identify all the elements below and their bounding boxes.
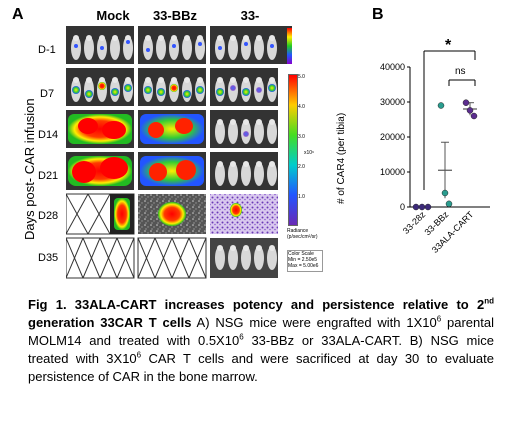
caption-sup-3: 6 [136,350,142,360]
data-point [470,112,478,120]
data-point [418,203,426,211]
column-title-33-bbz: 33-BBz [152,8,198,23]
caption-text-1: A) NSG mice were engrafted with 1X10 [191,315,437,330]
day-label-d28: D28 [38,210,59,222]
panel-a-y-axis-label: Days post- CAR infusion [22,98,37,240]
chart-marks [412,99,478,211]
caption-text-3: 33-BBz or 33ALA-CART. B) NSG mice treate… [28,333,494,366]
color-scale-box: Color Scale Min = 2.50e5 Max = 5.00e6 [287,250,323,272]
colorbar-tick-4: 4.0 [298,104,305,110]
panel-b-letter: B [372,6,384,23]
data-point [437,102,445,109]
chart-y-ticks: 0 10000 20000 30000 40000 [380,62,490,212]
data-point [441,189,449,197]
day-label-d-1: D-1 [38,44,56,56]
day-label-d21: D21 [38,170,59,182]
y-tick-label: 20000 [380,132,405,142]
color-scale-min: Min = 2.50e5 [288,257,318,263]
data-point [424,203,432,211]
data-point [462,99,470,106]
caption-sup-2: 6 [239,332,244,342]
row-d35 [66,237,278,279]
significance-ns: ns [455,66,466,77]
row-d28 [66,193,278,235]
colorbar-tick-3: 3.0 [298,134,305,140]
panel-a-letter: A [12,6,24,23]
color-scale-title: Color Scale [288,251,314,257]
colorbar-unit: (p/sec/cm²/sr) [287,234,318,240]
colorbar-tick-2: 2.0 [298,164,305,170]
figure-caption: Fig 1. 33ALA-CART increases potency and … [28,296,494,386]
d-1-mini-colorbar [287,28,292,64]
radiance-colorbar [288,74,298,226]
y-tick-label: 10000 [380,167,405,177]
significance-star: * [445,37,452,54]
data-point [412,203,420,211]
y-tick-label: 40000 [380,62,405,72]
car4-scatter-chart: # of CAR4 (per tibia) 0 10000 20000 30000 40… [336,37,490,255]
caption-text-2: parental MOLM14 and treated with 0.5X10 [28,315,494,348]
y-tick-label: 30000 [380,97,405,107]
caption-text-4: CAR T cells and were sacrificed at day 3… [28,351,494,384]
colorbar-tick-1: 1.0 [298,194,305,200]
color-scale-max: Max = 5.00e6 [288,263,319,269]
column-title-mock: Mock [96,8,130,23]
caption-title: Fig 1. 33ALA-CART increases potency and … [28,297,485,312]
chart-y-axis-label: # of CAR4 (per tibia) [336,113,347,204]
caption-title-sup: nd [484,296,494,306]
data-point [445,200,453,208]
day-label-d35: D35 [38,252,59,264]
data-point [466,107,474,114]
bioluminescence-image-grid [66,26,292,279]
caption-title-end: generation 33CAR T cells [28,315,192,330]
colorbar-tick-5: 5.0 [298,74,305,80]
day-label-d7: D7 [40,88,55,100]
colorbar-unit-title: Radiance [287,228,309,234]
significance-annotations: * ns [423,37,476,190]
colorbar-multiplier: x10⁶ [304,150,315,156]
caption-sup-1: 6 [436,314,442,324]
day-label-d14: D14 [38,129,59,141]
y-tick-label: 0 [400,202,405,212]
